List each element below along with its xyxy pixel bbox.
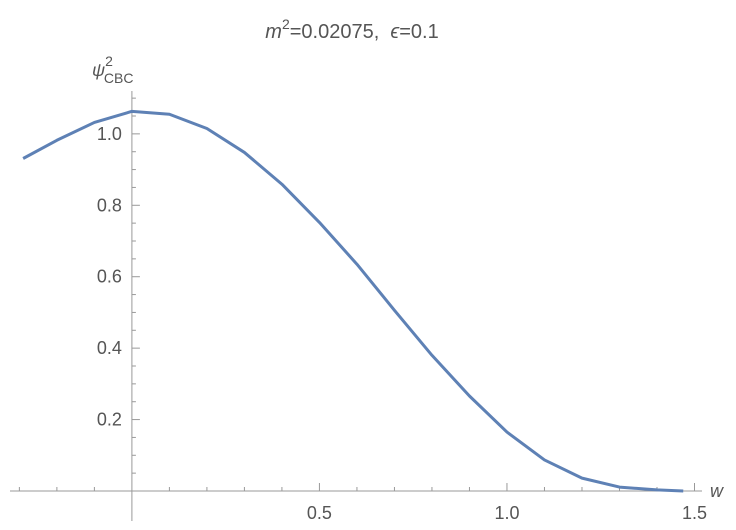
x-tick-label: 1.5 <box>682 503 707 523</box>
x-tick-label: 0.5 <box>307 503 332 523</box>
y-tick-label: 0.4 <box>97 338 122 358</box>
y-tick-label: 0.8 <box>97 195 122 215</box>
title-part: ϵ <box>390 21 400 43</box>
y-label-part: 2 <box>105 53 113 69</box>
title-part: m <box>265 21 282 43</box>
x-axis-label: w <box>710 481 724 501</box>
y-label-part: ψ <box>92 60 105 80</box>
chart-title: m2=0.02075, ϵ=0.1 <box>265 16 438 43</box>
x-tick-label: 1.0 <box>494 503 519 523</box>
y-label-part: CBC <box>104 70 134 86</box>
title-part: =0.1 <box>399 21 438 43</box>
title-part: 2 <box>282 16 290 32</box>
y-tick-label: 1.0 <box>97 124 122 144</box>
y-axis-label: ψ2 CBC <box>92 53 133 86</box>
y-tick-label: 0.2 <box>97 410 122 430</box>
series-line <box>22 109 684 493</box>
y-tick-label: 0.6 <box>97 267 122 287</box>
title-part: =0.02075, <box>290 21 391 43</box>
